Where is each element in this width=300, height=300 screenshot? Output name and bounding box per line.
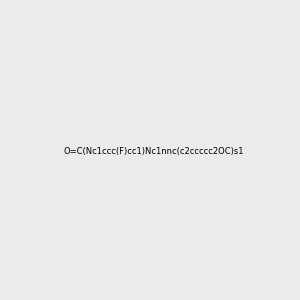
Text: O=C(Nc1ccc(F)cc1)Nc1nnc(c2ccccc2OC)s1: O=C(Nc1ccc(F)cc1)Nc1nnc(c2ccccc2OC)s1 <box>64 147 244 156</box>
